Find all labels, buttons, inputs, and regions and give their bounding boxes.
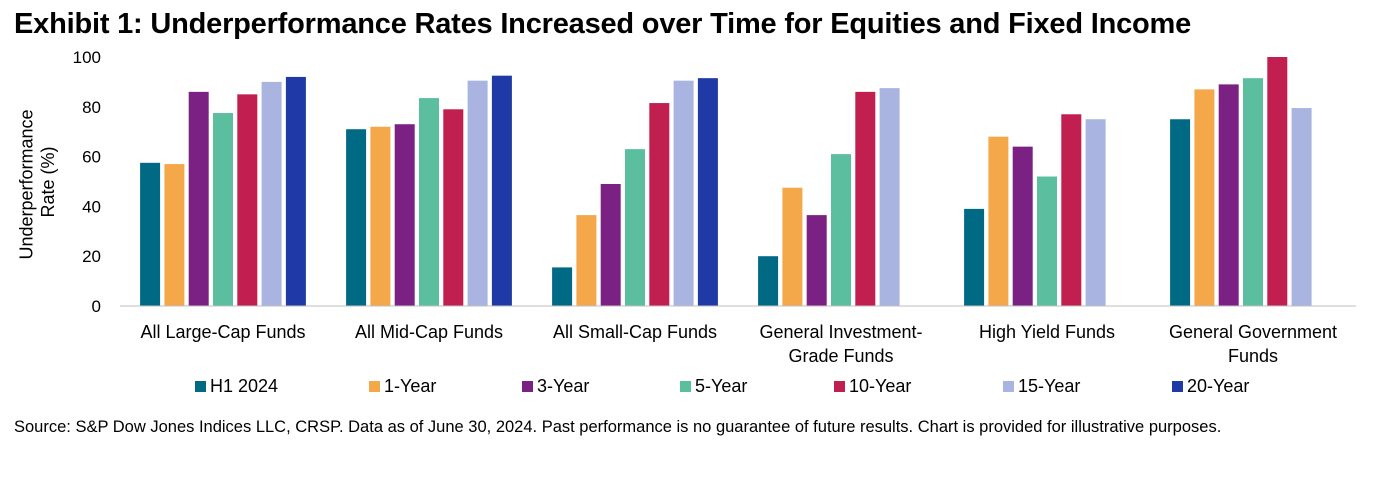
bar xyxy=(1012,146,1033,306)
y-tick-label: 60 xyxy=(82,148,101,167)
bar xyxy=(467,80,488,306)
bar xyxy=(237,94,258,306)
legend-label: 15-Year xyxy=(1018,376,1081,396)
bars xyxy=(140,57,1312,307)
legend-item: 5-Year xyxy=(680,376,747,397)
bar xyxy=(758,256,779,306)
x-category-label: General Government Funds xyxy=(1169,322,1337,366)
x-category-label: All Small-Cap Funds xyxy=(553,322,717,342)
y-tick-label: 40 xyxy=(82,197,101,216)
legend-swatch xyxy=(369,381,380,392)
legend-swatch xyxy=(1172,381,1183,392)
source-note: Source: S&P Dow Jones Indices LLC, CRSP.… xyxy=(14,418,1222,436)
bar xyxy=(1218,84,1239,306)
x-category-label: General Investment-Grade Funds xyxy=(759,322,922,366)
x-category-label: All Large-Cap Funds xyxy=(140,322,305,342)
bar xyxy=(988,136,1009,306)
legend-label: 1-Year xyxy=(384,376,437,396)
legend-label: H1 2024 xyxy=(210,376,279,396)
legend-label: 3-Year xyxy=(537,376,590,396)
bar xyxy=(964,208,985,306)
x-category-label: High Yield Funds xyxy=(979,322,1115,342)
bar xyxy=(261,81,282,307)
bar xyxy=(370,126,391,306)
bar xyxy=(697,78,718,306)
bar xyxy=(831,154,851,306)
legend-label: 10-Year xyxy=(849,376,912,396)
bar xyxy=(346,129,367,306)
bar xyxy=(140,162,161,306)
bar xyxy=(879,88,900,306)
chart-title: Exhibit 1: Underperformance Rates Increa… xyxy=(14,8,1192,40)
category-labels: All Large-Cap Funds All Mid-Cap Funds All … xyxy=(140,322,1337,366)
bar xyxy=(1085,119,1106,306)
bar xyxy=(1061,114,1082,307)
bar xyxy=(649,103,670,306)
legend-item: 15-Year xyxy=(1003,376,1080,397)
y-axis-label-line-2: Rate (%) xyxy=(38,146,58,217)
legend-item: 20-Year xyxy=(1172,376,1249,397)
legend-label: 5-Year xyxy=(695,376,748,396)
legend-swatch xyxy=(834,381,845,392)
bar xyxy=(443,109,464,306)
bar xyxy=(855,91,876,306)
legend-swatch xyxy=(680,381,691,392)
bar-chart: Underperformance Rate (%) 0 20 40 60 80 100 A… xyxy=(17,48,1356,366)
legend-item: H1 2024 xyxy=(195,376,278,397)
legend-label: 20-Year xyxy=(1187,376,1250,396)
bar xyxy=(576,215,597,306)
bar xyxy=(1291,108,1312,306)
legend-swatch xyxy=(522,381,533,392)
legend-swatch xyxy=(1003,381,1014,392)
y-axis-label-line-1: Underperformance xyxy=(17,109,37,259)
bar xyxy=(625,149,645,306)
legend-swatch xyxy=(195,381,206,392)
bar xyxy=(188,91,209,306)
bar xyxy=(806,215,827,306)
bar xyxy=(552,267,573,306)
y-tick-label: 100 xyxy=(73,48,101,67)
bar xyxy=(1243,78,1263,306)
bar xyxy=(673,80,694,306)
bar xyxy=(285,76,306,306)
bar xyxy=(491,75,512,306)
legend-item: 10-Year xyxy=(834,376,911,397)
y-tick-label: 80 xyxy=(82,98,101,117)
bar xyxy=(1194,89,1215,307)
y-axis-ticks: 0 20 40 60 80 100 xyxy=(73,48,101,316)
y-tick-label: 0 xyxy=(92,297,101,316)
bar xyxy=(164,164,185,306)
bar xyxy=(1267,57,1288,306)
bar xyxy=(394,124,415,306)
bar xyxy=(213,113,233,307)
legend: H1 2024 1-Year 3-Year 5-Year 10-Year 15-Year 2… xyxy=(0,376,1377,400)
y-axis-label: Underperformance Rate (%) xyxy=(17,104,59,259)
bar xyxy=(1170,119,1191,306)
bar xyxy=(600,183,621,306)
x-category-label: All Mid-Cap Funds xyxy=(355,322,503,342)
bar xyxy=(1037,176,1057,306)
y-tick-label: 20 xyxy=(82,247,101,266)
bar xyxy=(419,98,439,307)
bar xyxy=(782,187,803,306)
legend-item: 1-Year xyxy=(369,376,436,397)
legend-item: 3-Year xyxy=(522,376,589,397)
